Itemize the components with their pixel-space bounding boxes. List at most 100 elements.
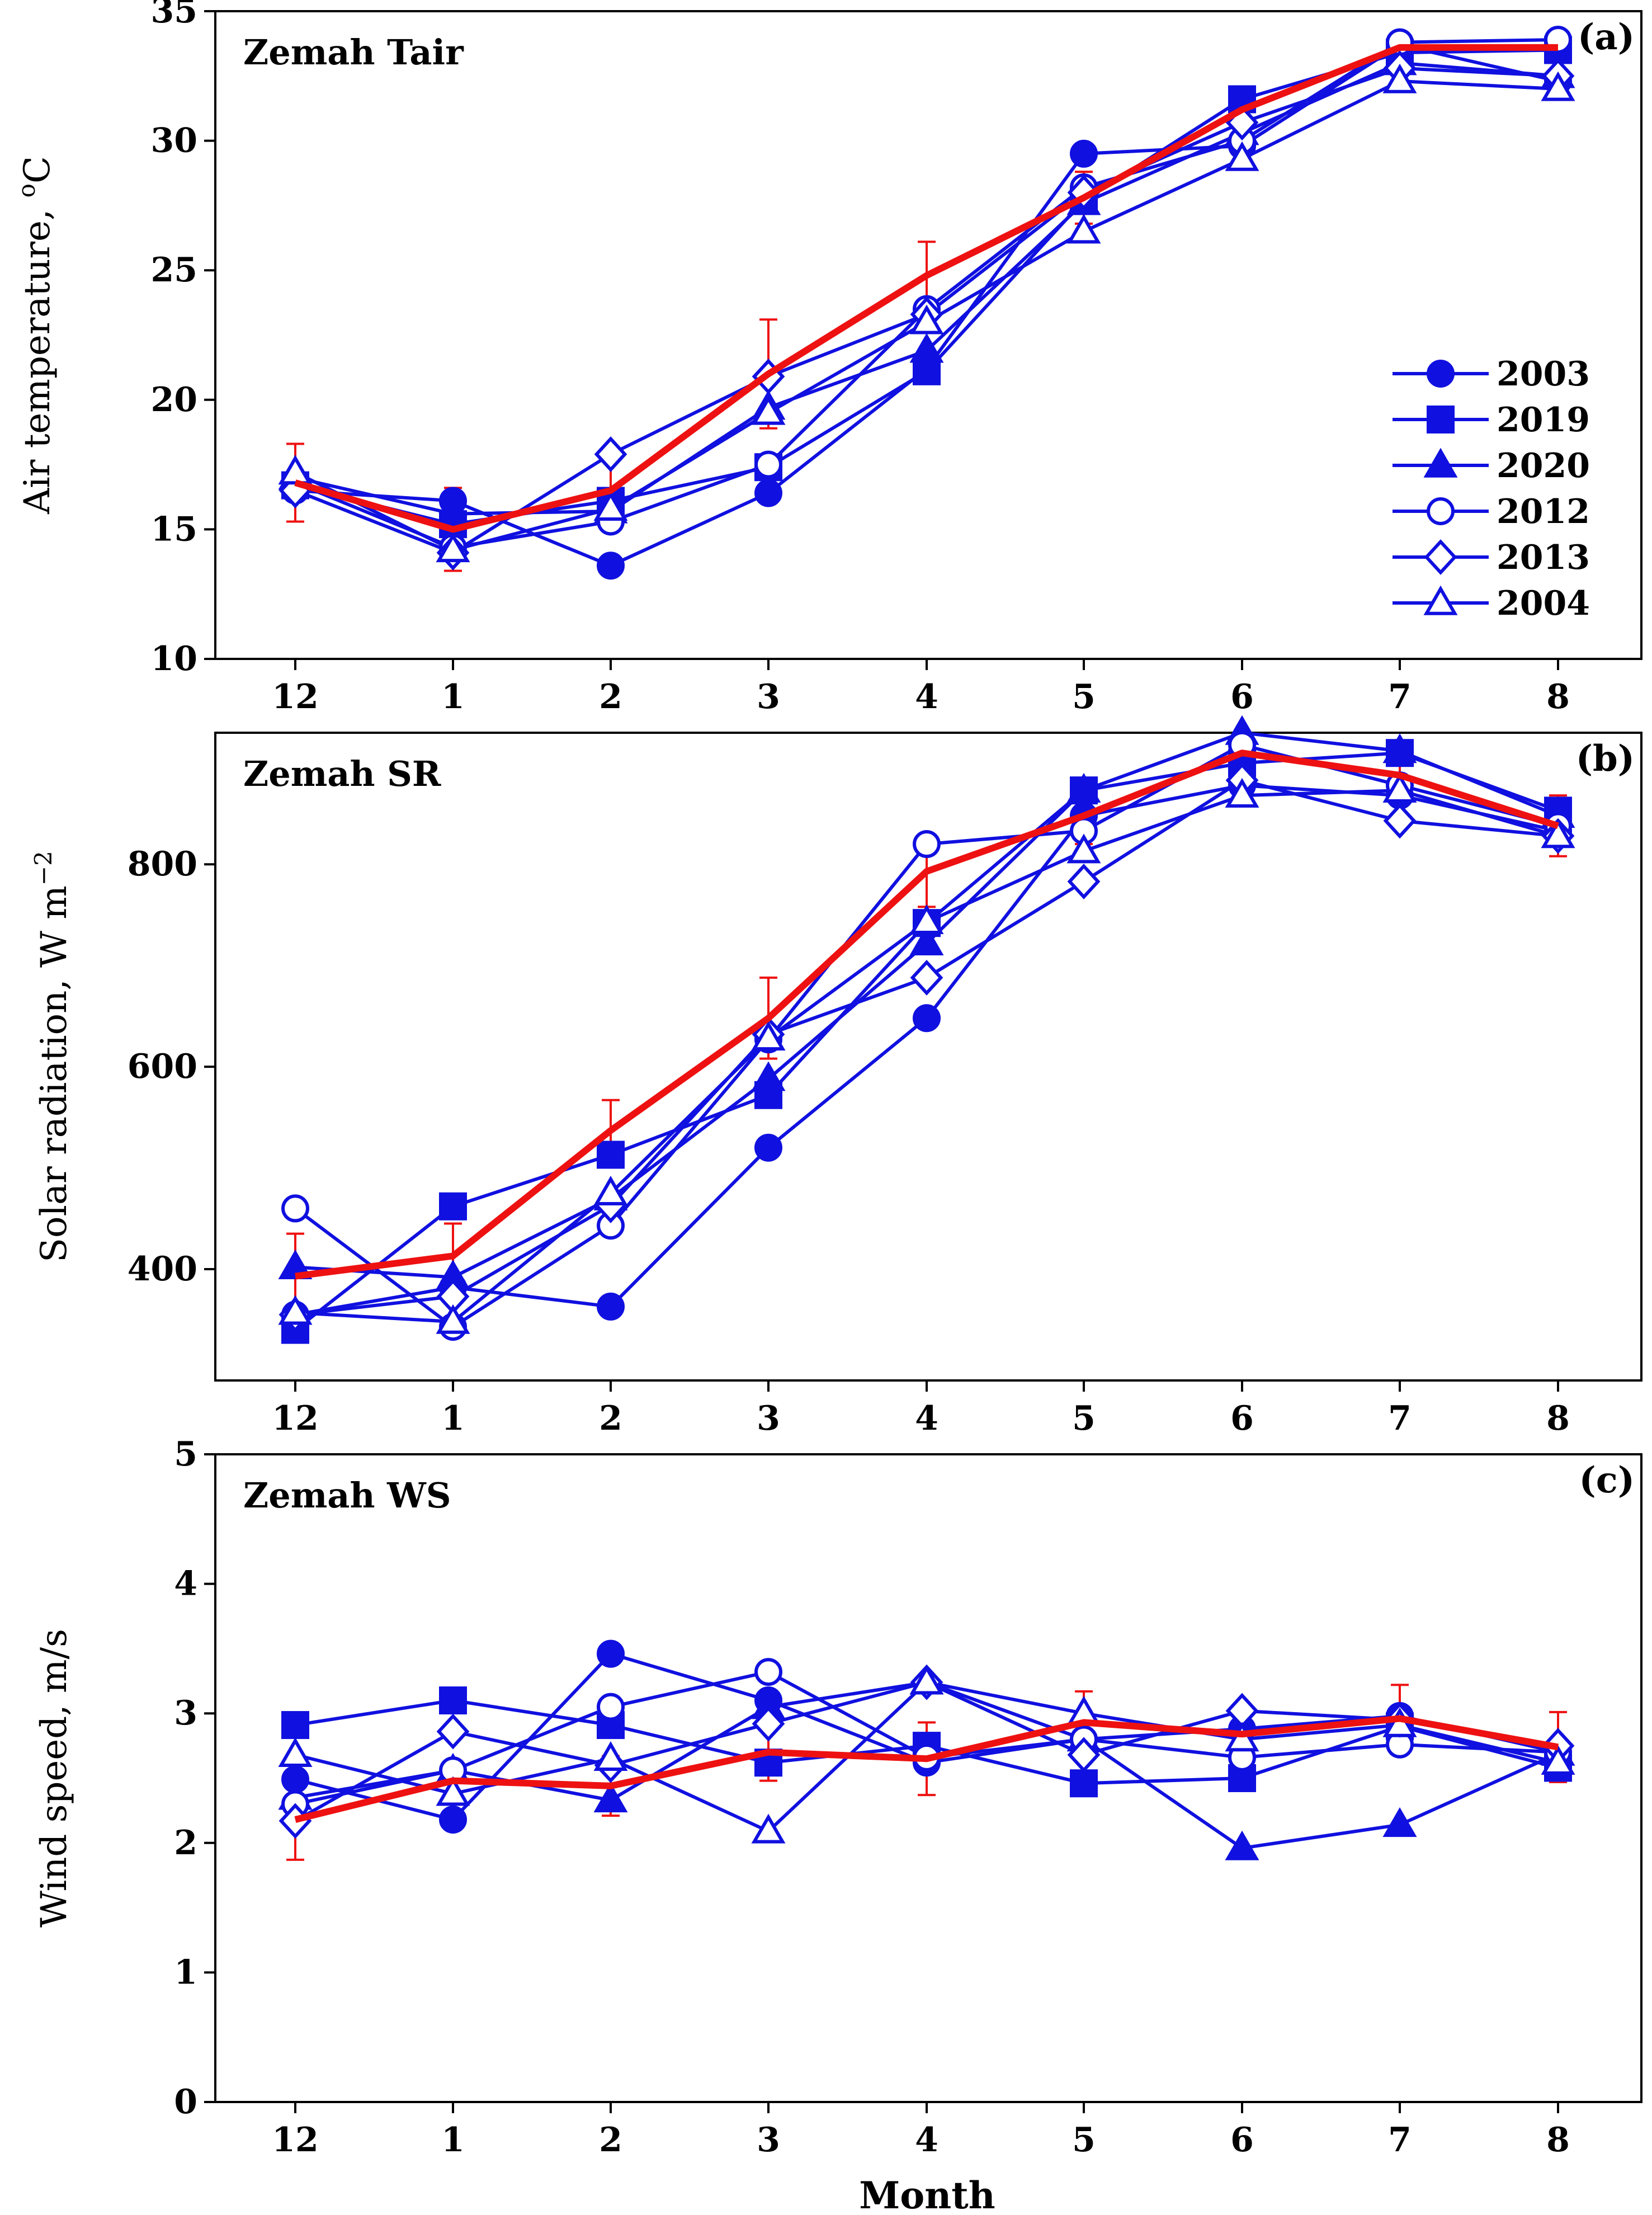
x-tick-label: 8 xyxy=(1546,1399,1570,1438)
y-tick-label: 5 xyxy=(174,1435,197,1474)
x-tick-label: 6 xyxy=(1230,2120,1254,2160)
marker-2020 xyxy=(436,496,470,526)
marker-2020 xyxy=(751,1061,786,1091)
marker-2004 xyxy=(1541,818,1575,849)
x-tick-label: 8 xyxy=(1546,677,1570,717)
legend-marker xyxy=(1427,406,1455,433)
x-tick-label: 3 xyxy=(757,1399,780,1438)
marker-2004 xyxy=(436,532,470,563)
y-axis-label-unit: C xyxy=(17,156,58,183)
y-axis-label: Solar radiation, W m−2 xyxy=(30,851,75,1262)
y-axis-label: Wind speed, m/s xyxy=(34,1629,75,1927)
x-tick-label: 6 xyxy=(1230,677,1254,717)
y-axis-label: Air temperature, oC xyxy=(13,156,58,515)
y-tick-label: 4 xyxy=(174,1564,197,1604)
legend-item-2003: 2003 xyxy=(1393,355,1590,394)
legend-marker xyxy=(1423,585,1458,615)
x-tick-label: 3 xyxy=(757,677,780,717)
x-tick-label: 1 xyxy=(441,677,465,717)
marker-2004 xyxy=(1225,777,1259,808)
y-tick-label: 25 xyxy=(151,251,198,290)
marker-2004 xyxy=(593,491,628,521)
marker-2020 xyxy=(909,333,944,363)
marker-2003 xyxy=(597,1639,625,1668)
plot-frame xyxy=(214,1453,1642,2103)
x-tick-label: 2 xyxy=(599,1399,622,1438)
x-tick-label: 1 xyxy=(441,1399,465,1438)
marker-2004 xyxy=(278,1737,313,1768)
panel-label: (a) xyxy=(1578,16,1635,58)
x-tick-label: 12 xyxy=(272,1399,319,1438)
y-tick-label: 3 xyxy=(174,1694,197,1733)
marker-2019 xyxy=(281,1711,309,1740)
marker-2003 xyxy=(913,1004,941,1033)
legend-label: 2020 xyxy=(1497,446,1590,486)
marker-2003 xyxy=(1070,139,1098,168)
marker-2004 xyxy=(1541,1745,1575,1775)
marker-2020 xyxy=(278,1250,313,1280)
marker-2013 xyxy=(1067,1737,1101,1773)
x-tick-label: 5 xyxy=(1072,1399,1096,1438)
marker-2004 xyxy=(751,1813,786,1844)
marker-2019 xyxy=(597,1141,625,1169)
marker-2013 xyxy=(1383,803,1417,839)
y-axis-label-superscript: o xyxy=(13,183,40,197)
y-tick-label: 0 xyxy=(174,2082,197,2122)
x-tick-label: 3 xyxy=(757,2120,780,2160)
marker-2012 xyxy=(913,830,941,859)
marker-2012 xyxy=(597,1693,625,1721)
plot-frame xyxy=(214,10,1642,660)
marker-2004 xyxy=(436,1304,470,1334)
y-axis-label-main: Wind speed, m/s xyxy=(34,1629,75,1927)
x-tick-label: 5 xyxy=(1072,2120,1096,2160)
marker-2004 xyxy=(278,1295,313,1325)
mean-line xyxy=(294,44,1558,533)
marker-2012 xyxy=(754,450,782,479)
x-tick-label: 12 xyxy=(272,2120,319,2160)
marker-2019 xyxy=(1070,1769,1098,1798)
legend-marker xyxy=(1427,360,1455,388)
legend-label: 2004 xyxy=(1497,584,1590,623)
x-tick-label: 5 xyxy=(1072,677,1096,717)
x-tick-label: 4 xyxy=(915,677,938,717)
marker-2003 xyxy=(439,1806,467,1834)
marker-2012 xyxy=(281,1194,309,1223)
mean-line xyxy=(294,1715,1559,1823)
marker-2019 xyxy=(439,1686,467,1715)
panel-label: (c) xyxy=(1579,1459,1635,1501)
y-tick-label: 2 xyxy=(174,1823,197,1863)
x-tick-label: 7 xyxy=(1388,1399,1412,1438)
y-tick-label: 30 xyxy=(151,121,198,161)
marker-2013 xyxy=(1067,864,1101,899)
marker-2020 xyxy=(1382,1807,1417,1837)
marker-2004 xyxy=(1382,63,1417,93)
x-tick-label: 2 xyxy=(599,2120,622,2160)
marker-2020 xyxy=(593,1783,628,1813)
marker-2012 xyxy=(754,1658,782,1686)
x-tick-label: 4 xyxy=(915,1399,938,1438)
x-tick-label: 8 xyxy=(1546,2120,1570,2160)
legend-label: 2012 xyxy=(1497,492,1590,531)
y-tick-label: 800 xyxy=(128,845,197,884)
legend-marker xyxy=(1427,497,1455,525)
plot-frame xyxy=(214,732,1642,1382)
y-axis-label-main: Air temperature, xyxy=(17,197,58,515)
y-tick-label: 1 xyxy=(174,1953,197,1992)
marker-2013 xyxy=(910,959,943,996)
y-tick-label: 20 xyxy=(151,380,198,420)
x-tick-label: 1 xyxy=(441,2120,465,2160)
marker-2013 xyxy=(752,1705,785,1742)
x-tick-label: 7 xyxy=(1388,2120,1412,2160)
marker-2004 xyxy=(909,904,944,935)
x-tick-label: 6 xyxy=(1230,1399,1254,1438)
marker-2004 xyxy=(593,1741,628,1771)
legend-label: 2003 xyxy=(1497,355,1590,394)
y-tick-label: 400 xyxy=(128,1250,197,1289)
marker-2013 xyxy=(436,1713,470,1750)
marker-2003 xyxy=(597,552,625,580)
x-tick-label: 2 xyxy=(599,677,622,717)
marker-2020 xyxy=(1382,733,1417,764)
marker-2004 xyxy=(1066,214,1101,244)
